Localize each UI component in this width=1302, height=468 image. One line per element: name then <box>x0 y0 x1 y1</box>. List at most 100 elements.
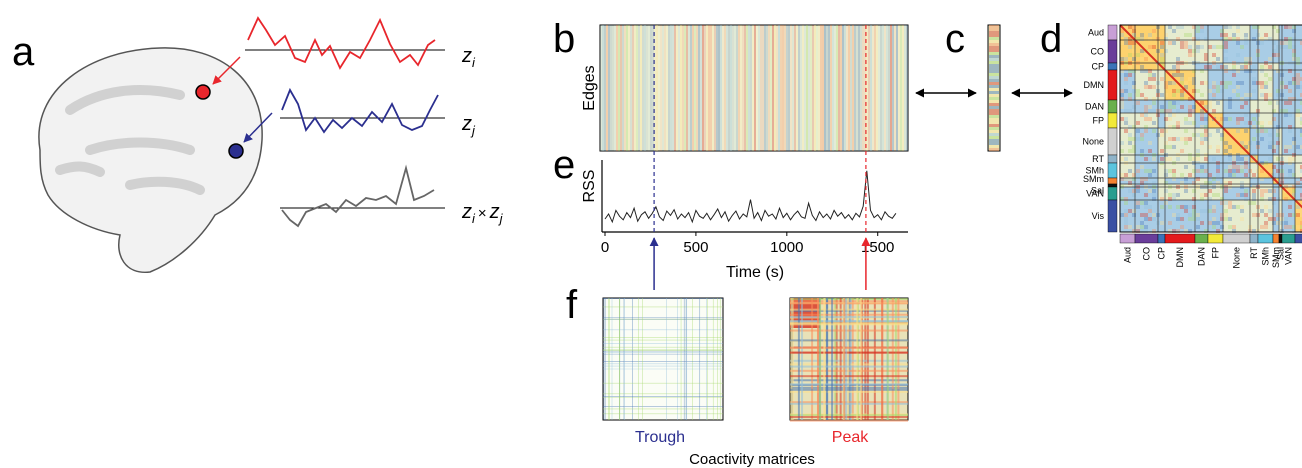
texture <box>1296 209 1300 213</box>
texture <box>1204 53 1208 57</box>
block <box>1279 200 1282 232</box>
bottom-bar <box>1119 233 1136 244</box>
texture <box>1240 97 1244 101</box>
block <box>1282 155 1295 163</box>
texture <box>756 25 758 151</box>
texture <box>1180 93 1184 97</box>
texture <box>1172 177 1176 181</box>
block <box>1165 187 1195 200</box>
texture <box>808 25 810 151</box>
texture <box>1140 49 1144 53</box>
block <box>1258 184 1273 187</box>
texture <box>790 316 908 319</box>
texture <box>1268 57 1272 61</box>
texture <box>892 25 894 151</box>
texture <box>1168 169 1172 173</box>
texture <box>1128 209 1132 213</box>
texture <box>1192 217 1196 221</box>
texture <box>848 298 851 420</box>
texture <box>1124 173 1128 177</box>
texture <box>1208 101 1212 105</box>
texture <box>804 25 806 151</box>
texture <box>1300 225 1302 229</box>
texture <box>1144 53 1148 57</box>
texture <box>1220 33 1224 37</box>
texture <box>1292 57 1296 61</box>
texture <box>1152 229 1156 233</box>
texture <box>900 25 902 151</box>
block <box>1208 128 1223 155</box>
block <box>1250 40 1258 63</box>
block <box>1208 63 1223 70</box>
texture <box>989 52 999 55</box>
texture <box>1284 45 1288 49</box>
texture <box>1272 109 1276 113</box>
texture <box>794 25 796 151</box>
texture <box>1132 89 1136 93</box>
texture <box>1200 45 1204 49</box>
block <box>1223 63 1250 70</box>
texture <box>1140 229 1144 233</box>
texture <box>704 25 706 151</box>
texture <box>836 25 838 151</box>
texture <box>1160 109 1164 113</box>
texture <box>1244 69 1248 73</box>
texture <box>1176 217 1180 221</box>
texture <box>800 25 802 151</box>
texture <box>790 383 908 386</box>
texture <box>1288 101 1292 105</box>
texture <box>1144 229 1148 233</box>
texture <box>1180 137 1184 141</box>
texture <box>1168 229 1172 233</box>
texture <box>1152 73 1156 77</box>
network-label: CP <box>1157 247 1167 260</box>
texture <box>989 25 999 28</box>
texture <box>1236 53 1240 57</box>
texture <box>1144 97 1148 101</box>
trough-pattern <box>603 298 723 420</box>
texture <box>1244 121 1248 125</box>
texture <box>1128 181 1132 185</box>
texture <box>1188 205 1192 209</box>
network-label: DAN <box>1085 102 1104 112</box>
texture <box>714 25 716 151</box>
texture <box>1284 101 1288 105</box>
texture <box>1288 173 1292 177</box>
block <box>1223 163 1250 178</box>
texture <box>1128 41 1132 45</box>
texture <box>1252 89 1256 93</box>
signal-label: zj <box>461 113 476 138</box>
texture <box>1188 121 1192 125</box>
texture <box>1292 193 1296 197</box>
block <box>1135 155 1158 163</box>
texture <box>1132 85 1136 89</box>
texture <box>742 25 744 151</box>
texture <box>1204 105 1208 109</box>
texture <box>1160 149 1164 153</box>
texture <box>828 25 830 151</box>
texture <box>618 25 620 151</box>
texture <box>1200 197 1204 201</box>
block <box>1165 184 1195 187</box>
texture <box>1284 37 1288 41</box>
texture <box>1164 85 1168 89</box>
network-matrix: Aud Aud CO CO CP CP DMN DMN DAN DAN FP FP None None RT… <box>1082 24 1302 269</box>
texture <box>898 25 900 151</box>
block <box>1208 40 1223 63</box>
texture <box>1164 109 1168 113</box>
texture <box>1228 81 1232 85</box>
texture <box>1192 49 1196 53</box>
texture <box>682 25 684 151</box>
bottom-bar <box>1249 233 1259 244</box>
texture <box>894 298 897 420</box>
texture <box>1276 29 1280 33</box>
texture <box>1180 97 1184 101</box>
texture <box>1144 125 1148 129</box>
texture <box>868 25 870 151</box>
texture <box>1144 225 1148 229</box>
texture <box>726 25 728 151</box>
texture <box>1176 205 1180 209</box>
texture <box>1140 165 1144 169</box>
texture <box>1164 201 1168 205</box>
